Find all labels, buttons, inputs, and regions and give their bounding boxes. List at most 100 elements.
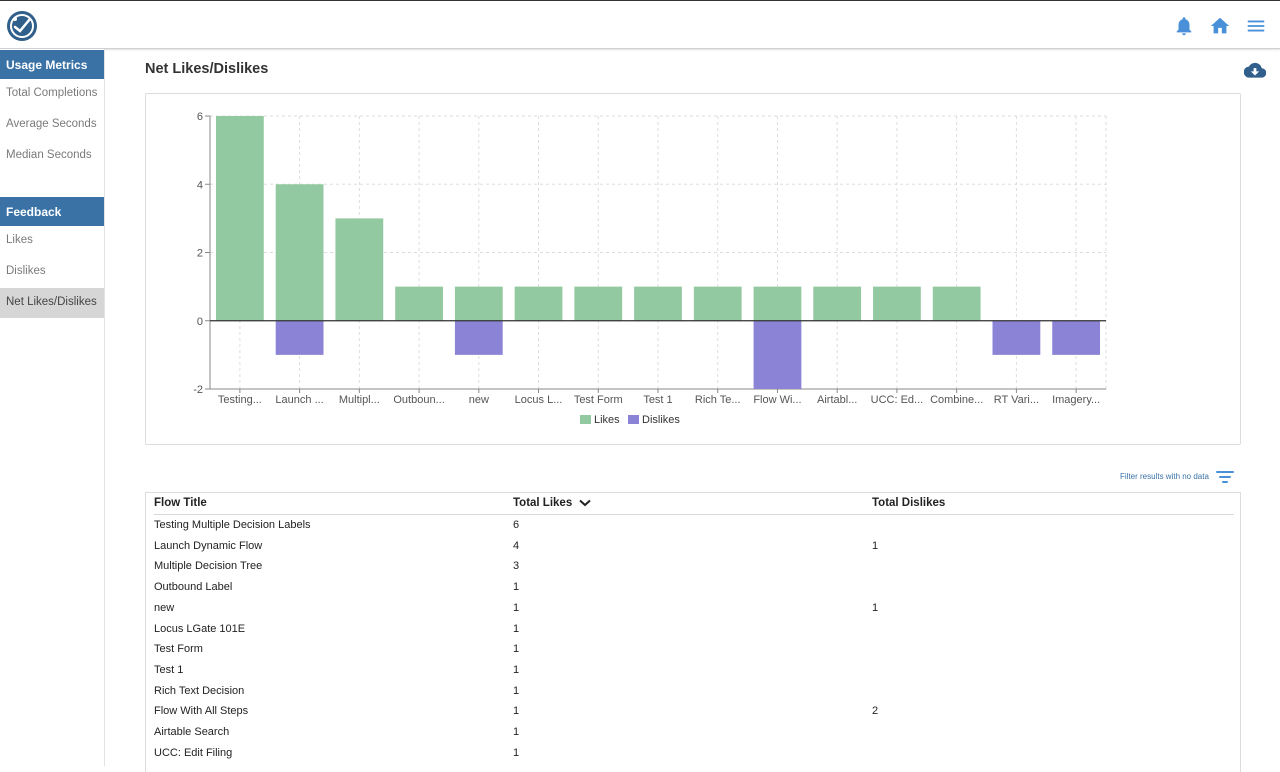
- x-tick-label: new: [469, 394, 489, 406]
- x-tick-label: Airtabl...: [817, 394, 857, 406]
- cell-total-likes: 1: [513, 663, 520, 676]
- cell-total-likes: 1: [513, 684, 520, 697]
- table-row[interactable]: Airtable Search 1: [146, 723, 1242, 743]
- table-row[interactable]: Multiple Decision Tree 3: [146, 557, 1242, 577]
- compass-check-logo-icon: [7, 11, 37, 41]
- filter-icon[interactable]: [1216, 470, 1234, 484]
- table-row[interactable]: Launch Dynamic Flow 4 1: [146, 537, 1242, 557]
- top-bar: [0, 0, 1280, 49]
- column-header-total-likes[interactable]: Total Likes: [513, 497, 592, 509]
- y-tick-label: 0: [197, 316, 203, 328]
- bar-likes: [634, 286, 682, 321]
- page-title: Net Likes/Dislikes: [145, 61, 269, 77]
- column-header-total-likes-label: Total Likes: [513, 497, 573, 509]
- cell-total-likes: 1: [513, 622, 520, 635]
- bar-likes: [514, 286, 563, 321]
- cell-flow-title: Flow With All Steps: [154, 705, 249, 718]
- bar-likes: [873, 286, 921, 321]
- legend-swatch-likes: [580, 415, 591, 424]
- cell-flow-title: Test Form: [154, 643, 203, 656]
- table-row[interactable]: Locus LGate 101E 1: [146, 620, 1242, 640]
- cell-total-likes: 1: [513, 726, 520, 738]
- bar-likes: [215, 116, 264, 321]
- legend-label-dislikes: Dislikes: [642, 414, 680, 426]
- sidebar-item-likes[interactable]: Likes: [6, 234, 33, 246]
- cell-total-dislikes: 1: [872, 539, 879, 552]
- y-tick-label: 2: [197, 248, 203, 260]
- results-table: Flow Title Total Likes Total Dislikes Te…: [145, 492, 1241, 772]
- bar-likes: [574, 286, 623, 321]
- x-tick-label: Combine...: [930, 394, 983, 406]
- table-row[interactable]: Flow With All Steps 1 2: [146, 702, 1242, 722]
- bar-dislikes: [1052, 320, 1101, 355]
- x-tick-label: RT Vari...: [994, 394, 1039, 406]
- sidebar-item-net-likes-dislikes[interactable]: Net Likes/Dislikes: [0, 288, 104, 318]
- header-divider: [154, 514, 1234, 515]
- column-header-flow-title[interactable]: Flow Title: [154, 497, 207, 509]
- cell-flow-title: Rich Text Decision: [154, 684, 245, 697]
- column-header-total-dislikes[interactable]: Total Dislikes: [872, 497, 946, 509]
- bar-dislikes: [992, 320, 1041, 355]
- bar-dislikes: [454, 320, 503, 355]
- cell-flow-title: Test 1: [154, 663, 184, 676]
- bar-likes: [454, 286, 503, 321]
- x-tick-label: Rich Te...: [695, 394, 741, 406]
- y-tick-label: -2: [193, 384, 203, 396]
- cell-flow-title: Multiple Decision Tree: [154, 560, 263, 573]
- sidebar-item-dislikes[interactable]: Dislikes: [6, 265, 46, 277]
- cell-flow-title: Outbound Label: [154, 581, 233, 594]
- table-row[interactable]: Test Form 1: [146, 640, 1242, 660]
- bell-icon[interactable]: [1173, 15, 1195, 37]
- table-row[interactable]: Rich Text Decision 1: [146, 682, 1242, 702]
- x-tick-label: Testing...: [218, 394, 262, 406]
- chevron-down-icon: [579, 499, 592, 507]
- x-tick-label: UCC: Ed...: [871, 394, 924, 406]
- cell-flow-title: Airtable Search: [154, 726, 230, 738]
- legend-label-likes: Likes: [594, 414, 620, 426]
- app-logo[interactable]: [6, 10, 38, 42]
- cell-total-likes: 3: [513, 560, 520, 573]
- cell-total-likes: 1: [513, 581, 520, 594]
- bar-likes: [753, 286, 802, 321]
- cell-flow-title: Launch Dynamic Flow: [154, 539, 263, 552]
- table-row[interactable]: Test 1 1: [146, 661, 1242, 681]
- net-likes-chart: -2 0 2 4 6 Testing... Launch ... Multipl... Outb…: [193, 111, 1107, 426]
- bar-dislikes: [275, 320, 324, 355]
- legend-swatch-dislikes: [628, 415, 639, 424]
- sidebar-item-total-completions[interactable]: Total Completions: [6, 87, 98, 99]
- bar-likes: [693, 286, 742, 321]
- sidebar-item-median-seconds[interactable]: Median Seconds: [6, 149, 92, 161]
- bar-likes: [932, 286, 981, 321]
- sidebar-section-feedback: Feedback: [0, 197, 104, 226]
- x-tick-label: Test Form: [574, 394, 623, 406]
- sidebar: Usage Metrics Total Completions Average …: [0, 49, 105, 766]
- x-tick-label: Outboun...: [393, 394, 444, 406]
- cloud-download-icon[interactable]: [1244, 61, 1266, 79]
- cell-flow-title: new: [154, 601, 175, 614]
- cell-flow-title: Testing Multiple Decision Labels: [154, 519, 311, 531]
- home-icon[interactable]: [1209, 15, 1231, 37]
- table-row[interactable]: UCC: Edit Filing 1: [146, 744, 1242, 764]
- filter-no-data-link[interactable]: Filter results with no data: [1120, 472, 1209, 481]
- cell-flow-title: Locus LGate 101E: [154, 622, 246, 635]
- sidebar-item-average-seconds[interactable]: Average Seconds: [6, 118, 97, 130]
- cell-total-likes: 6: [513, 519, 520, 531]
- x-tick-label: Test 1: [643, 394, 672, 406]
- sidebar-section-usage-metrics: Usage Metrics: [0, 50, 104, 79]
- bar-likes: [275, 184, 324, 321]
- table-row[interactable]: Outbound Label 1: [146, 578, 1242, 598]
- table-row[interactable]: new 1 1: [146, 599, 1242, 619]
- bar-likes: [335, 218, 384, 321]
- x-tick-label: Flow Wi...: [753, 394, 801, 406]
- bar-likes: [395, 286, 443, 321]
- table-row[interactable]: Testing Multiple Decision Labels 6: [146, 516, 1242, 536]
- x-tick-label: Imagery...: [1052, 394, 1100, 406]
- chart-card: -2 0 2 4 6 Testing... Launch ... Multipl... Outb…: [145, 93, 1241, 445]
- bar-dislikes: [753, 320, 802, 389]
- bar-likes: [813, 286, 862, 321]
- x-tick-label: Multipl...: [339, 394, 380, 406]
- cell-total-likes: 1: [513, 705, 520, 718]
- menu-icon[interactable]: [1245, 15, 1267, 37]
- cell-total-likes: 1: [513, 746, 520, 759]
- x-tick-label: Launch ...: [275, 394, 323, 406]
